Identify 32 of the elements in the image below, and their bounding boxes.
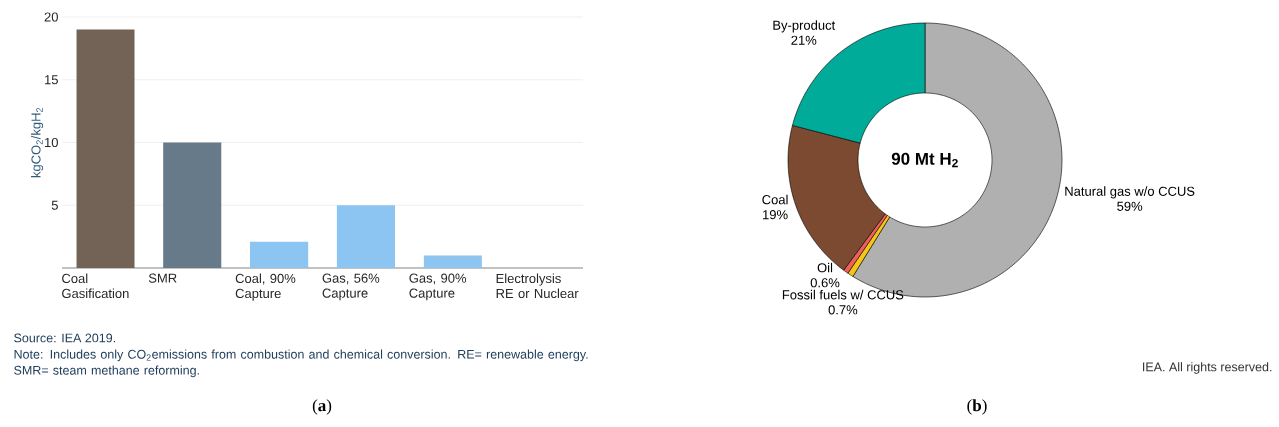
x-tick-label: SMR [148,273,177,283]
data-label: 21% [791,35,817,45]
bar [76,29,135,268]
x-tick-label: Gas, 56% Capture [322,273,380,301]
data-label: 59% [1117,201,1143,211]
slice-label: Oil [817,262,833,273]
text: (b) [967,399,987,415]
y-tick-label: 15 [45,75,58,85]
data-label: 19% [763,210,788,220]
bar [336,205,396,268]
y-tick-label: 5 [51,200,58,210]
text: (a) [312,399,332,415]
bar [163,142,222,268]
slice-label: Natural gas w/o CCUS [1065,186,1195,199]
y-axis-title: kgCO$_{2}$/kgH$_{2}$ [31,107,44,178]
source-note: Source: IEA 2019. [14,333,116,343]
x-tick-label: Gas, 90% Capture [409,273,467,301]
slice-label: Fossil fuels w/ CCUS [782,289,904,300]
x-tick-label: Electrolysis RE or Nuclear [496,273,579,299]
text: Note: Includes only CO$_{2}$emissions from combustion and chemical conversion. RE= renewable energy. SMR= steam methane reforming. [14,349,588,378]
data-label: 0.6% [810,278,840,288]
y-tick-label: 10 [45,137,58,148]
text: IEA. All rights reserved. [1143,362,1272,374]
bar [250,241,309,268]
x-tick-label: Coal, 90% Capture [235,273,296,301]
text: 90 Mt H$_{2}$ [891,152,958,168]
y-tick-label: 20 [44,12,58,22]
slice-label: By-product [773,20,836,33]
bar [423,255,482,268]
slice-label: Coal [762,194,788,205]
x-tick-label: Coal Gasification [62,273,129,299]
data-label: 0.7% [828,305,858,315]
